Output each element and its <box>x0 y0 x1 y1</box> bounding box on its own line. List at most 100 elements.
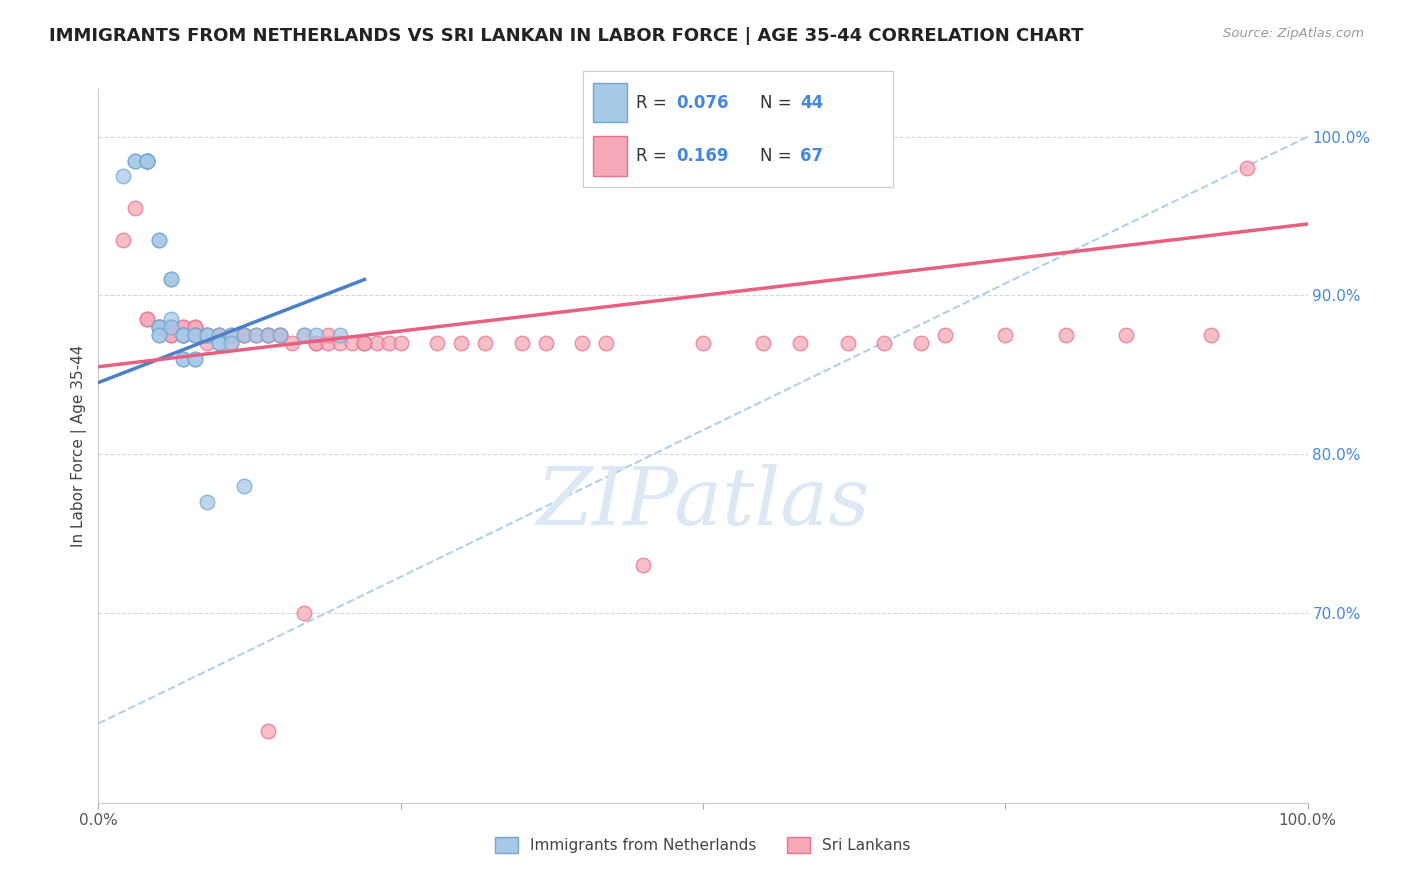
Point <box>135 153 157 168</box>
Point <box>135 153 157 168</box>
Point <box>329 328 352 343</box>
Point <box>124 153 146 168</box>
Point <box>195 328 218 343</box>
Point <box>534 335 557 350</box>
Point <box>353 335 375 350</box>
Point <box>184 328 207 343</box>
Point <box>148 320 170 334</box>
Point <box>148 328 170 343</box>
Point <box>124 153 146 168</box>
Point <box>245 328 267 343</box>
Point <box>184 320 207 334</box>
FancyBboxPatch shape <box>593 83 627 122</box>
Point <box>148 320 170 334</box>
Point <box>195 328 218 343</box>
Text: 0.169: 0.169 <box>676 147 728 165</box>
Point <box>208 335 231 350</box>
Point <box>1199 328 1222 343</box>
Point <box>208 335 231 350</box>
Point <box>111 169 134 184</box>
Point <box>329 335 352 350</box>
Point <box>281 335 304 350</box>
Point <box>316 335 339 350</box>
Point <box>160 328 183 343</box>
Text: Source: ZipAtlas.com: Source: ZipAtlas.com <box>1223 27 1364 40</box>
Point <box>595 335 617 350</box>
Point <box>184 328 207 343</box>
Point <box>221 328 243 343</box>
Text: ZIPatlas: ZIPatlas <box>536 465 870 541</box>
Point <box>195 494 218 508</box>
Text: R =: R = <box>636 94 672 112</box>
Text: R =: R = <box>636 147 672 165</box>
Point <box>269 328 291 343</box>
Point <box>135 312 157 326</box>
Point <box>148 320 170 334</box>
Point <box>510 335 533 350</box>
Point <box>148 320 170 334</box>
Point <box>631 558 654 572</box>
Point <box>353 335 375 350</box>
Point <box>148 328 170 343</box>
Point <box>111 233 134 247</box>
Point <box>184 328 207 343</box>
Point <box>692 335 714 350</box>
Point <box>305 335 328 350</box>
Point <box>184 351 207 366</box>
Text: N =: N = <box>759 147 797 165</box>
Point <box>172 328 194 343</box>
Legend: Immigrants from Netherlands, Sri Lankans: Immigrants from Netherlands, Sri Lankans <box>489 831 917 859</box>
Point <box>426 335 449 350</box>
Point <box>148 233 170 247</box>
Point <box>256 328 278 343</box>
Point <box>172 328 194 343</box>
Point <box>195 328 218 343</box>
Point <box>208 328 231 343</box>
Point <box>934 328 956 343</box>
Point <box>232 328 254 343</box>
Point <box>221 335 243 350</box>
Point <box>172 320 194 334</box>
Text: 67: 67 <box>800 147 823 165</box>
Point <box>256 328 278 343</box>
Point <box>450 335 472 350</box>
Point <box>292 328 315 343</box>
Point <box>269 328 291 343</box>
Point <box>1236 161 1258 176</box>
Point <box>135 153 157 168</box>
Point <box>474 335 496 350</box>
FancyBboxPatch shape <box>593 136 627 176</box>
Point <box>837 335 859 350</box>
Point <box>172 328 194 343</box>
Point <box>135 153 157 168</box>
Text: IMMIGRANTS FROM NETHERLANDS VS SRI LANKAN IN LABOR FORCE | AGE 35-44 CORRELATION: IMMIGRANTS FROM NETHERLANDS VS SRI LANKA… <box>49 27 1084 45</box>
Text: N =: N = <box>759 94 797 112</box>
Point <box>221 328 243 343</box>
Point <box>221 335 243 350</box>
Point <box>160 320 183 334</box>
Point <box>1054 328 1077 343</box>
Point <box>135 153 157 168</box>
Point <box>135 312 157 326</box>
Point <box>1115 328 1137 343</box>
Point <box>752 335 775 350</box>
Point <box>195 328 218 343</box>
Point <box>208 328 231 343</box>
Point <box>160 272 183 286</box>
Point <box>389 335 412 350</box>
Point <box>172 328 194 343</box>
Point <box>184 320 207 334</box>
Point <box>135 153 157 168</box>
Point <box>195 335 218 350</box>
Point <box>232 478 254 492</box>
Point <box>172 328 194 343</box>
Point <box>124 201 146 215</box>
Point <box>305 328 328 343</box>
Point <box>910 335 932 350</box>
Point <box>789 335 811 350</box>
Point <box>305 335 328 350</box>
Point <box>232 328 254 343</box>
Point <box>172 320 194 334</box>
Point <box>269 328 291 343</box>
Point <box>160 272 183 286</box>
